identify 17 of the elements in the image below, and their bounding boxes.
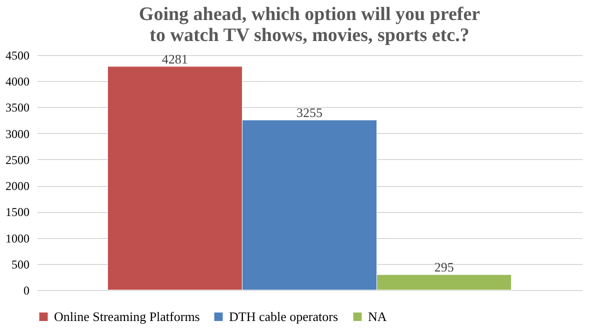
y-tick-label: 4000 <box>6 74 30 89</box>
y-tick-label: 4500 <box>6 48 30 62</box>
y-tick-label: 3000 <box>6 126 30 141</box>
data-label: 3255 <box>296 105 322 120</box>
y-tick-label: 500 <box>12 257 30 272</box>
data-label: 4281 <box>162 51 188 66</box>
legend-label: NA <box>368 308 388 324</box>
y-tick-label: 2000 <box>6 179 30 194</box>
y-tick-label: 2500 <box>6 152 30 167</box>
chart-title: Going ahead, which option will you prefer to watch TV shows, movies, sports etc.? <box>138 4 481 46</box>
y-tick-label: 1500 <box>6 205 30 220</box>
y-tick-label: 0 <box>24 284 30 298</box>
y-tick-label: 1000 <box>6 231 30 246</box>
legend-label: Online Streaming Platforms <box>54 308 200 324</box>
data-label: 295 <box>434 260 454 275</box>
y-tick-label: 3500 <box>6 100 30 115</box>
legend-label: DTH cable operators <box>229 308 338 324</box>
